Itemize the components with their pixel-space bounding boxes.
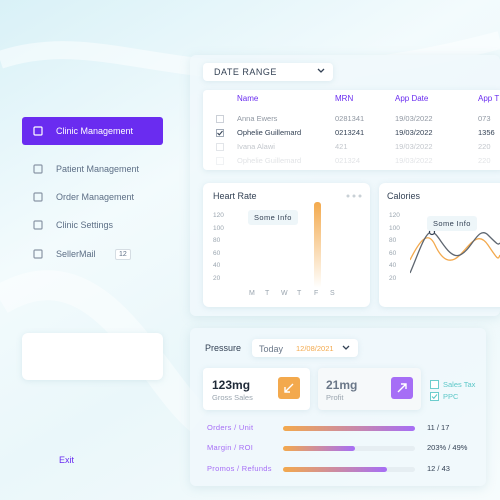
progress-fill: [283, 426, 415, 431]
sidebar-box: [22, 333, 163, 380]
day-label: S: [330, 290, 335, 297]
y-tick-label: 40: [213, 262, 221, 269]
exit-link[interactable]: Exit: [59, 455, 75, 465]
progress-fill: [283, 467, 387, 472]
table-cell: 421: [335, 142, 348, 151]
metric-value: 12 / 43: [427, 464, 450, 473]
card-title: Calories: [387, 191, 421, 201]
table-cell: 19/03/2022: [395, 156, 433, 165]
nav-item[interactable]: Order Management: [56, 192, 135, 202]
section-title: Pressure: [205, 343, 242, 353]
day-label: F: [314, 290, 319, 297]
table-cell: Ophelie Guillemard: [237, 128, 302, 137]
table-cell: 021324: [335, 156, 361, 165]
calories-card: [379, 183, 500, 307]
nav-icon: [33, 192, 43, 202]
table-cell: Ophelie Guillemard: [237, 156, 302, 165]
heart-rate-card: [203, 183, 370, 307]
day-label: M: [249, 290, 255, 297]
table-cell: 0281341: [335, 114, 365, 123]
checkbox: [430, 392, 439, 401]
day-label: T: [265, 290, 270, 297]
tooltip: Some Info: [427, 216, 477, 231]
row-checkbox: [216, 157, 224, 165]
stat-label: Profit: [326, 393, 344, 402]
table-header: MRN: [335, 94, 354, 103]
table-cell: 19/03/2022: [395, 114, 433, 123]
table-cell: 220: [478, 142, 491, 151]
table-header: App Date: [395, 94, 429, 103]
period-date[interactable]: 12/08/2021: [296, 344, 334, 353]
day-label: W: [281, 290, 288, 297]
y-tick-label: 100: [389, 224, 400, 232]
y-tick-label: 80: [389, 237, 397, 244]
nav-item[interactable]: Clinic Settings: [56, 220, 114, 230]
dropdown-arrow: [342, 345, 350, 350]
nav-item[interactable]: Patient Management: [56, 164, 140, 174]
progress-fill: [283, 446, 355, 451]
tooltip: Some Info: [248, 210, 298, 225]
y-tick-label: 80: [213, 237, 221, 244]
y-tick-label: 20: [213, 274, 221, 282]
dropdown-arrow: [317, 68, 325, 73]
row-checkbox: [216, 115, 224, 123]
y-tick-label: 120: [213, 212, 224, 219]
table-cell: 19/03/2022: [395, 128, 433, 137]
y-tick-label: 120: [389, 212, 400, 219]
table-header: App T: [478, 94, 500, 103]
period-dropdown[interactable]: [252, 339, 358, 357]
table-cell: Anna Ewers: [237, 114, 278, 123]
row-checkbox: [216, 129, 224, 137]
date-range-label[interactable]: DATE RANGE: [214, 67, 277, 77]
nav-item[interactable]: Clinic Management: [56, 126, 134, 136]
metric-label: Promos / Refunds: [207, 464, 272, 473]
nav-icon: [33, 126, 43, 136]
table-cell: Ivana Alawi: [237, 142, 275, 151]
metric-label: Margin / ROI: [207, 443, 254, 452]
table-header: Name: [237, 94, 259, 103]
patient-table: [203, 90, 500, 170]
table-cell: 0213241: [335, 128, 365, 137]
metric-label: Orders / Unit: [207, 423, 254, 432]
nav-icon: [33, 249, 43, 259]
y-tick-label: 60: [213, 249, 221, 257]
y-tick-label: 20: [389, 274, 397, 282]
nav-icon: [33, 164, 43, 174]
y-tick-label: 40: [389, 262, 397, 269]
stat-icon: [391, 377, 413, 399]
table-cell: 1356: [478, 128, 495, 137]
stat-value: 123mg: [212, 378, 251, 392]
y-tick-label: 100: [213, 224, 224, 232]
period-label[interactable]: Today: [259, 344, 284, 354]
check-label[interactable]: Sales Tax: [443, 380, 476, 389]
table-cell: 19/03/2022: [395, 142, 433, 151]
row-checkbox: [216, 143, 224, 151]
stat-value: 21mg: [326, 378, 358, 392]
more-dots: [346, 194, 362, 198]
nav-item[interactable]: SellerMail: [56, 249, 96, 259]
date-range-dropdown[interactable]: [203, 63, 333, 81]
stat-label: Gross Sales: [212, 393, 253, 402]
active-nav-background[interactable]: [22, 117, 163, 145]
card-title: Heart Rate: [213, 191, 257, 201]
table-cell: 220: [478, 156, 491, 165]
nav-badge: 12: [115, 249, 131, 260]
y-tick-label: 60: [389, 249, 397, 257]
stat-icon: [278, 377, 300, 399]
day-label: T: [297, 290, 302, 297]
heart-rate-bar: [314, 202, 321, 288]
checkbox: [430, 380, 439, 389]
nav-icon: [33, 220, 43, 230]
table-cell: 073: [478, 114, 491, 123]
check-label[interactable]: PPC: [443, 392, 459, 401]
metric-value: 11 / 17: [427, 423, 450, 432]
metric-value: 203% / 49%: [427, 443, 468, 452]
